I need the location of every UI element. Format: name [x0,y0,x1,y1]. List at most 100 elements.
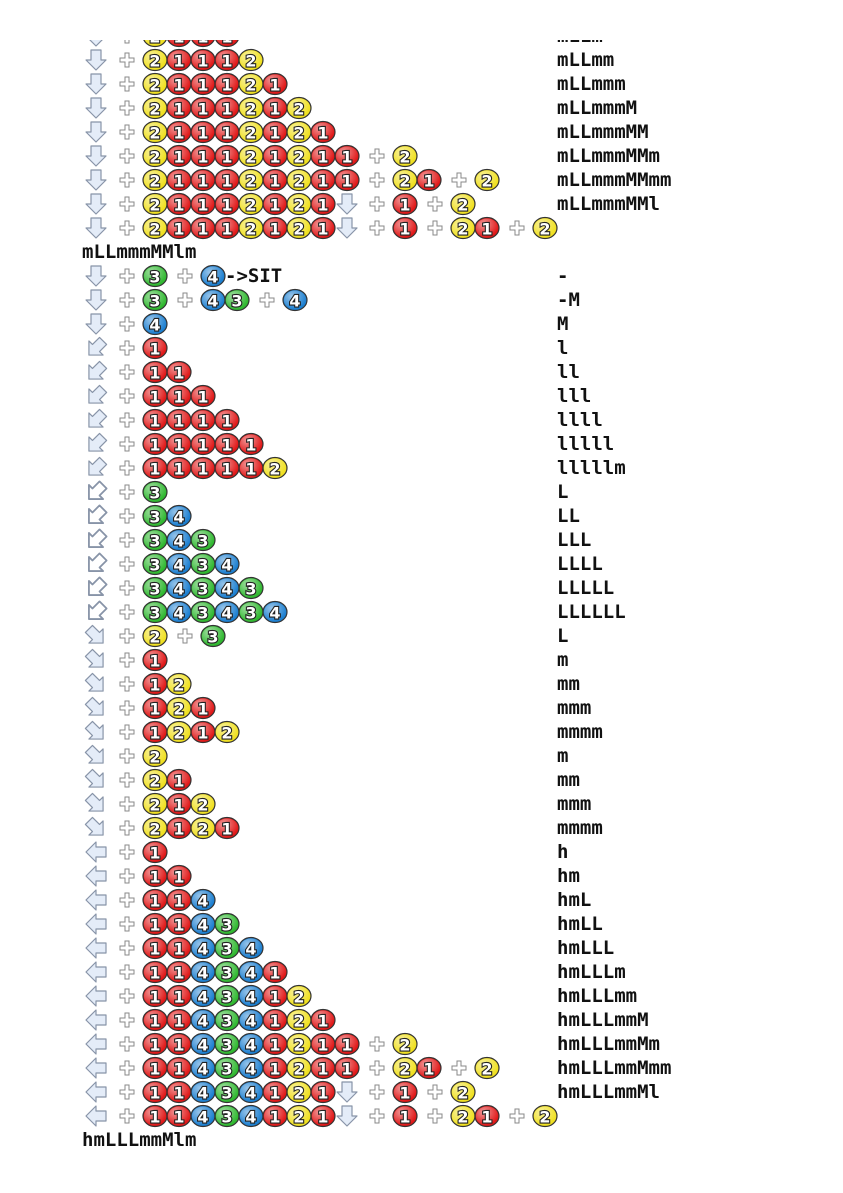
button-icon: 1 [262,168,288,192]
button-digit: 1 [149,844,160,863]
button-shine [192,74,214,94]
button-icon: 2 [392,168,418,192]
button-icon: 4 [200,264,226,288]
button-digit: 4 [207,292,218,311]
button-digit: 3 [197,532,208,551]
plus-icon [119,748,135,764]
button-digit: 2 [245,220,256,239]
button-digit: 1 [173,124,184,143]
plus-icon [451,172,467,188]
button-digit: 2 [269,460,280,479]
arrow-shape [85,169,107,191]
button-icon: 3 [142,528,168,552]
arrow-shape [84,696,104,716]
button-shine [288,194,310,214]
result-text: mLLmmm [557,73,626,95]
button-icon: 2 [238,72,264,96]
button-shine [288,1010,310,1030]
button-shine [216,818,238,838]
button-digit: 3 [149,292,160,311]
button-shine [264,218,286,238]
button-digit: 4 [173,508,184,527]
button-icon: 1 [310,120,336,144]
button-digit: 4 [289,292,300,311]
plus-icon [119,940,135,956]
arrow-shape [88,552,108,572]
plus-icon [119,964,135,980]
button-digit: 1 [149,436,160,455]
plus-icon [119,124,135,140]
button-digit: 1 [221,172,232,191]
plus-icon [119,844,135,860]
arrow-shape [85,217,107,239]
button-shine [144,962,166,982]
plus-icon [119,820,135,836]
button-icon: 3 [214,936,240,960]
plus-icon [119,1108,135,1124]
button-icon: 2 [532,216,558,240]
button-icon: 1 [142,1032,168,1056]
result-text: mLLmmmM [557,97,637,119]
plus-icon [119,172,135,188]
button-icon: 1 [166,864,192,888]
button-digit: 2 [481,172,492,191]
button-icon: 1 [214,48,240,72]
button-digit: 1 [173,76,184,95]
button-icon: 4 [190,960,216,984]
button-digit: 4 [221,604,232,623]
button-icon: 2 [286,1056,312,1080]
plus-icon [427,1084,443,1100]
button-digit: 2 [457,220,468,239]
button-icon: 4 [214,552,240,576]
button-shine [144,914,166,934]
plus-icon [119,316,135,332]
button-shine [144,98,166,118]
button-digit: 4 [197,1108,208,1127]
direction-icon [85,193,107,215]
button-digit: 1 [221,460,232,479]
button-icon: 1 [142,720,168,744]
result-text: ll [557,361,580,383]
button-icon: 1 [215,40,239,48]
result-text: lll [557,385,591,407]
plus-icon [259,292,275,308]
button-digit: 1 [173,460,184,479]
button-shine [264,986,286,1006]
button-shine [168,458,190,478]
arrow-shape [336,193,358,215]
button-digit: 1 [481,1108,492,1127]
button-icon: 1 [392,216,418,240]
button-shine [216,1010,238,1030]
button-digit: 1 [221,124,232,143]
button-shine [168,410,190,430]
button-digit: 2 [149,76,160,95]
button-icon: 2 [142,792,168,816]
button-shine [312,146,334,166]
button-shine [336,1034,358,1054]
button-icon: 2 [392,1032,418,1056]
result-text: hmL [557,889,591,911]
direction-icon [88,576,108,596]
button-icon: 2 [238,192,264,216]
button-digit: 3 [197,580,208,599]
direction-icon [85,289,107,311]
button-digit: 2 [245,148,256,167]
button-icon: 1 [166,816,192,840]
button-digit: 1 [173,820,184,839]
direction-icon [84,768,104,788]
button-shine [144,818,166,838]
button-icon: 3 [142,264,168,288]
button-icon: 3 [200,624,226,648]
button-shine [288,146,310,166]
plus-icon [119,76,135,92]
button-digit: 2 [293,148,304,167]
arrow-shape [84,768,104,788]
button-digit: 1 [149,460,160,479]
button-shine [312,1058,334,1078]
arrow-shape [88,480,108,500]
button-shine [394,1034,416,1054]
button-shine [240,1010,262,1030]
button-digit: 3 [245,604,256,623]
button-digit: 2 [149,124,160,143]
